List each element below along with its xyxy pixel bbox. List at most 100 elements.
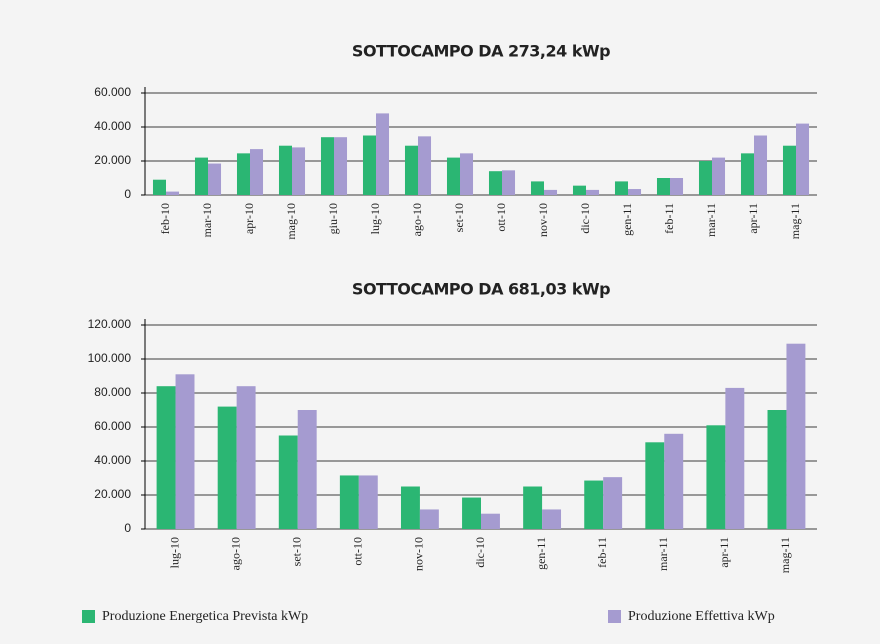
y-tick-label: 40.000 <box>94 453 131 467</box>
bar <box>544 189 558 195</box>
y-tick-label: 20.000 <box>94 153 131 167</box>
x-tick-label: apr-11 <box>717 537 731 568</box>
bar <box>754 135 768 195</box>
bar <box>418 136 432 195</box>
x-tick-label: mag-11 <box>788 203 802 239</box>
y-tick-label: 0 <box>124 521 131 535</box>
x-tick-label: ago-10 <box>410 203 424 236</box>
bar <box>767 410 787 529</box>
bar <box>725 387 745 529</box>
bar <box>446 157 460 195</box>
x-tick-label: gen-11 <box>534 537 548 570</box>
bar <box>542 509 562 529</box>
y-tick-label: 40.000 <box>94 119 131 133</box>
x-tick-label: giu-10 <box>326 203 340 234</box>
x-tick-label: ott-10 <box>351 537 365 566</box>
legend-swatch <box>82 610 95 623</box>
bar <box>297 410 317 529</box>
bar <box>628 189 642 195</box>
bar <box>152 179 166 195</box>
legend-label: Produzione Energetica Prevista kWp <box>102 609 308 624</box>
bar <box>488 171 502 195</box>
x-tick-label: apr-10 <box>242 203 256 234</box>
bar <box>278 435 298 529</box>
x-tick-label: set-10 <box>452 203 466 232</box>
bar <box>217 406 237 529</box>
bar <box>400 486 420 529</box>
bar <box>670 178 684 195</box>
x-tick-label: mag-10 <box>284 203 298 240</box>
bar <box>502 170 516 195</box>
bar <box>614 181 628 195</box>
bar <box>334 137 348 195</box>
bar <box>278 145 292 195</box>
y-tick-label: 20.000 <box>94 487 131 501</box>
bar <box>358 475 378 529</box>
x-tick-label: feb-10 <box>158 203 172 234</box>
x-tick-label: mar-11 <box>656 537 670 571</box>
x-tick-label: ott-10 <box>494 203 508 232</box>
bar <box>603 477 623 529</box>
x-tick-label: mag-11 <box>778 537 792 573</box>
bar <box>460 153 474 195</box>
bar <box>194 157 208 195</box>
x-tick-label: nov-10 <box>412 537 426 571</box>
bar <box>481 513 500 529</box>
x-tick-label: set-10 <box>289 537 303 566</box>
x-tick-label: mar-10 <box>200 203 214 237</box>
x-tick-label: lug-10 <box>368 203 382 234</box>
y-tick-label: 60.000 <box>94 85 131 99</box>
legend-swatch <box>608 610 621 623</box>
x-tick-label: apr-11 <box>746 203 760 234</box>
bar <box>645 442 665 529</box>
bar <box>208 163 222 195</box>
bar <box>166 191 180 195</box>
bar <box>462 497 481 529</box>
x-tick-label: feb-11 <box>662 203 676 234</box>
x-tick-label: ago-10 <box>228 537 242 570</box>
bar <box>572 185 586 195</box>
x-tick-label: dic-10 <box>578 203 592 234</box>
bar <box>712 157 726 195</box>
bar <box>362 135 376 195</box>
bar <box>292 147 306 195</box>
bar <box>175 374 195 529</box>
bar <box>796 123 810 195</box>
bar <box>419 509 439 529</box>
legend-label: Produzione Effettiva kWp <box>628 609 775 624</box>
bar <box>782 145 796 195</box>
y-tick-label: 80.000 <box>94 385 131 399</box>
bar <box>523 486 543 529</box>
bar <box>376 113 390 195</box>
bar <box>664 433 684 529</box>
bar <box>236 386 256 529</box>
bar <box>530 181 544 195</box>
bar <box>698 161 712 195</box>
bar <box>250 149 264 195</box>
bar <box>786 343 806 529</box>
chart-title: SOTTOCAMPO DA 681,03 kWp <box>352 280 610 299</box>
x-tick-label: lug-10 <box>167 537 181 568</box>
y-tick-label: 120.000 <box>88 317 132 331</box>
bar <box>156 386 176 529</box>
bar <box>586 189 600 195</box>
x-tick-label: mar-11 <box>704 203 718 237</box>
y-tick-label: 100.000 <box>88 351 132 365</box>
bar <box>236 153 250 195</box>
x-tick-label: dic-10 <box>473 537 487 568</box>
y-tick-label: 60.000 <box>94 419 131 433</box>
chart-title: SOTTOCAMPO DA 273,24 kWp <box>352 42 610 61</box>
bar <box>584 480 604 529</box>
x-tick-label: gen-11 <box>620 203 634 236</box>
bar <box>706 425 726 529</box>
bar <box>656 178 670 195</box>
bar <box>740 153 754 195</box>
y-tick-label: 0 <box>124 187 131 201</box>
bar <box>339 475 359 529</box>
x-tick-label: feb-11 <box>595 537 609 568</box>
bar <box>404 145 418 195</box>
bar <box>320 137 334 195</box>
x-tick-label: nov-10 <box>536 203 550 237</box>
